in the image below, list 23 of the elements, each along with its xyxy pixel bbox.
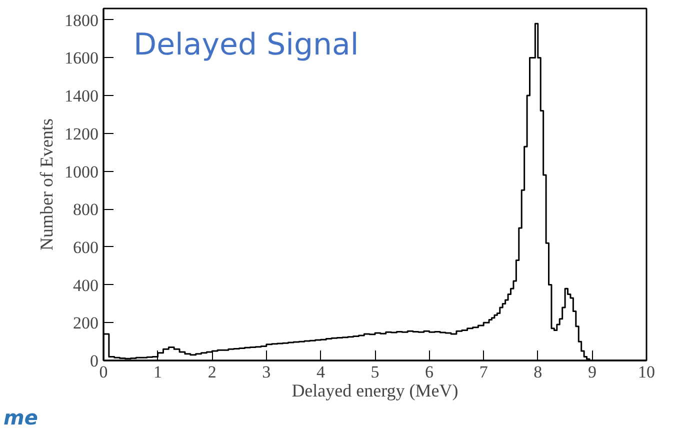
x-tick-label: 6	[425, 362, 434, 382]
y-tick-label: 1800	[64, 10, 98, 30]
y-axis-title: Number of Events	[36, 118, 56, 250]
text: Delayed Signal	[134, 28, 359, 62]
y-tick-label: 1600	[64, 48, 98, 68]
x-tick-label: 2	[208, 362, 216, 382]
text: me	[4, 406, 38, 429]
x-tick-label: 10	[638, 362, 655, 382]
x-tick-label: 5	[370, 362, 380, 382]
x-tick-label: 7	[479, 362, 488, 382]
y-tick-label: 1000	[64, 162, 98, 182]
x-tick-label: 9	[588, 362, 596, 382]
x-axis-title: Delayed energy (MeV)	[292, 380, 458, 400]
x-tick-label: 4	[316, 362, 326, 382]
x-tick-label: 3	[262, 362, 271, 382]
y-tick-label: 600	[73, 238, 98, 257]
x-tick-label: 8	[534, 362, 542, 382]
y-tick-label: 400	[73, 276, 98, 295]
y-tick-label: 1400	[64, 86, 98, 106]
y-tick-label: 800	[73, 200, 98, 220]
y-tick-label: 200	[73, 314, 98, 333]
y-tick-label: 1200	[64, 124, 98, 144]
x-tick-label: 1	[154, 362, 162, 382]
